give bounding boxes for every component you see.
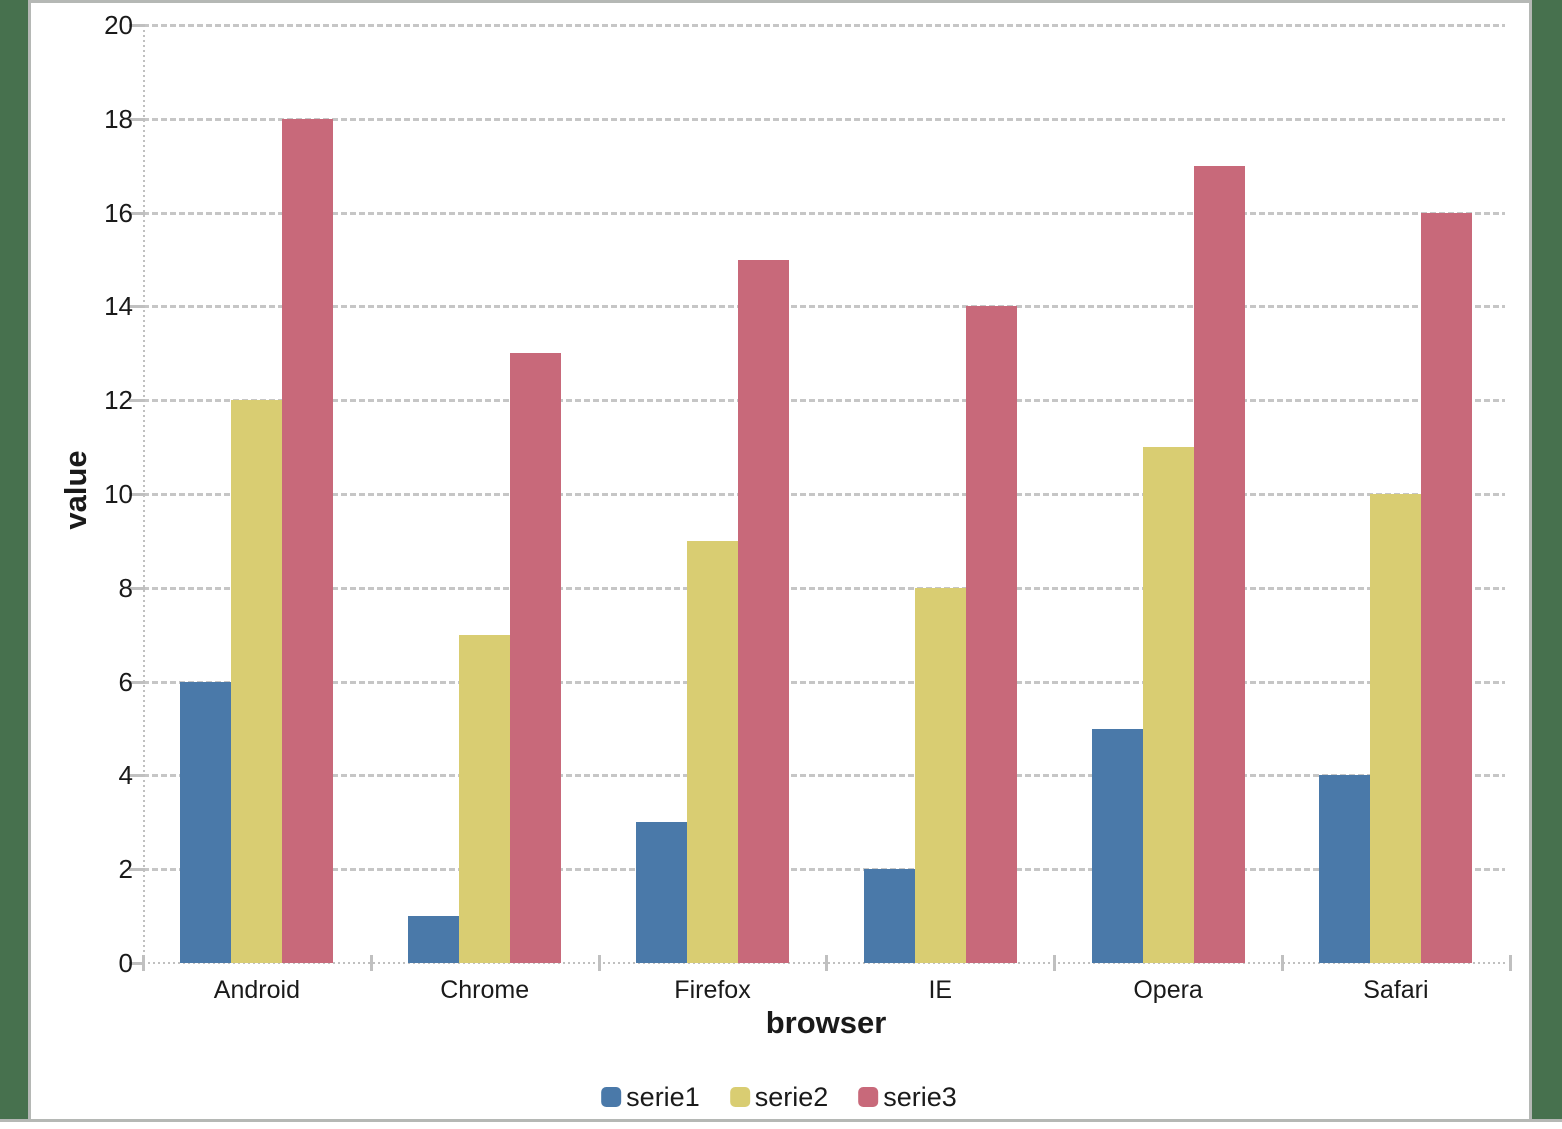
panel-bottom-border xyxy=(0,1119,1562,1122)
y-gridline xyxy=(143,586,1505,590)
y-axis-line xyxy=(143,25,145,963)
bar-serie2-firefox xyxy=(687,540,738,963)
y-gridline xyxy=(143,24,1505,27)
x-tick-mark xyxy=(1508,955,1512,971)
legend-item-serie2: serie2 xyxy=(729,1082,829,1112)
y-tick-mark xyxy=(129,680,145,684)
bar-serie3-firefox xyxy=(738,259,789,963)
legend-label: serie3 xyxy=(883,1082,957,1112)
y-tick-label: 18 xyxy=(104,103,133,134)
legend-swatch-icon xyxy=(729,1087,750,1107)
y-tick-label: 2 xyxy=(118,854,133,885)
category-label-safari: Safari xyxy=(1363,976,1429,1004)
bar-serie2-android xyxy=(231,400,283,963)
y-gridline xyxy=(143,305,1505,309)
category-label-ie: IE xyxy=(928,976,953,1004)
legend-label: serie2 xyxy=(754,1082,829,1112)
bar-serie3-safari xyxy=(1421,212,1473,963)
y-tick-mark xyxy=(129,586,145,590)
y-tick-mark xyxy=(129,868,145,872)
legend-swatch-icon xyxy=(858,1087,879,1107)
y-gridline xyxy=(143,774,1505,778)
bar-serie1-ie xyxy=(863,869,915,963)
bar-serie1-firefox xyxy=(636,822,687,963)
y-tick-label: 14 xyxy=(104,291,133,322)
bar-serie2-chrome xyxy=(459,634,511,963)
x-tick-mark xyxy=(1281,955,1284,971)
x-tick-mark xyxy=(1053,955,1057,971)
y-tick-label: 16 xyxy=(104,197,133,228)
y-tick-label: 12 xyxy=(104,385,133,416)
y-tick-label: 20 xyxy=(104,10,133,40)
x-axis-title: browser xyxy=(765,1005,887,1040)
y-gridline xyxy=(143,868,1505,872)
bar-serie1-android xyxy=(180,681,232,963)
category-label-opera: Opera xyxy=(1133,976,1203,1004)
y-tick-mark xyxy=(129,493,145,496)
legend-item-serie3: serie3 xyxy=(858,1082,957,1112)
y-tick-label: 6 xyxy=(118,666,133,697)
bar-serie3-ie xyxy=(965,306,1017,963)
x-tick-mark xyxy=(597,955,601,971)
y-tick-mark xyxy=(129,305,145,309)
chart-legend: serie1 serie2 serie3 xyxy=(601,1082,957,1112)
bar-serie2-ie xyxy=(914,587,966,963)
y-gridline xyxy=(143,493,1505,496)
bar-serie1-opera xyxy=(1091,728,1143,963)
y-gridline xyxy=(143,117,1505,121)
y-tick-mark xyxy=(129,117,145,121)
legend-swatch-icon xyxy=(601,1087,622,1107)
y-tick-label: 4 xyxy=(118,760,133,791)
bar-serie1-safari xyxy=(1319,775,1371,963)
category-label-firefox: Firefox xyxy=(674,976,751,1004)
bar-serie3-opera xyxy=(1193,165,1245,963)
y-tick-mark xyxy=(129,774,145,778)
bar-serie2-opera xyxy=(1142,447,1194,963)
legend-label: serie1 xyxy=(626,1082,700,1112)
category-label-android: Android xyxy=(213,976,300,1004)
x-axis-line xyxy=(143,962,1505,964)
bar-serie1-chrome xyxy=(408,916,460,963)
bar-chart: value browser serie1 serie2 serie3 0 2 4 6 8 10… xyxy=(31,3,1529,1119)
y-gridline xyxy=(143,680,1505,684)
y-tick-mark xyxy=(129,24,145,27)
y-gridline xyxy=(143,211,1505,215)
y-gridline xyxy=(143,399,1505,403)
x-tick-mark xyxy=(369,955,373,971)
chart-panel: value browser serie1 serie2 serie3 0 2 4 6 8 10… xyxy=(28,0,1532,1122)
bar-serie3-chrome xyxy=(510,353,562,963)
y-tick-mark xyxy=(129,211,145,215)
bar-serie2-safari xyxy=(1370,494,1422,963)
y-tick-label: 8 xyxy=(118,572,133,603)
legend-item-serie1: serie1 xyxy=(601,1082,700,1112)
y-tick-mark xyxy=(129,399,145,403)
x-tick-mark xyxy=(825,955,829,971)
y-tick-label: 10 xyxy=(104,479,133,509)
x-tick-mark xyxy=(142,955,145,971)
bar-serie3-android xyxy=(282,118,334,963)
y-tick-label: 0 xyxy=(118,948,133,978)
y-tick-mark xyxy=(129,962,145,965)
category-label-chrome: Chrome xyxy=(440,976,530,1004)
